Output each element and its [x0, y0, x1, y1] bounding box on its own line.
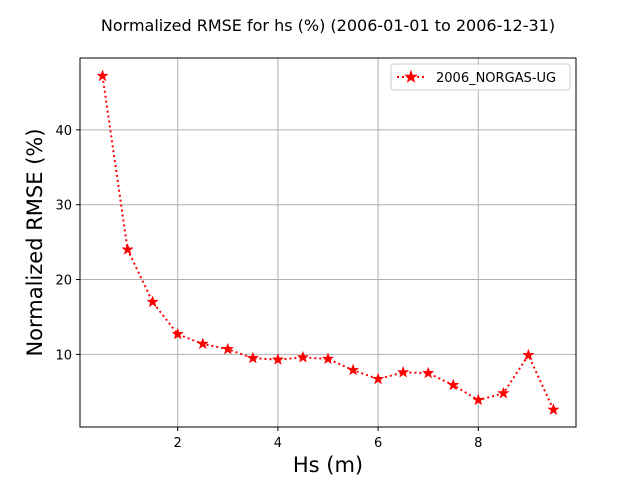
- data-point-star: [196, 337, 209, 350]
- legend: 2006_NORGAS-UG: [390, 63, 571, 91]
- legend-star-marker: [404, 69, 418, 83]
- grid: [80, 58, 576, 427]
- y-axis: 10 20 30 40: [55, 124, 80, 363]
- series-layer: [96, 69, 560, 416]
- data-point-star: [221, 342, 235, 355]
- data-point-star: [421, 366, 435, 379]
- x-tick-label: 8: [474, 436, 482, 451]
- y-tick-label: 20: [55, 274, 72, 289]
- data-point-star: [497, 386, 510, 399]
- data-point-star: [321, 352, 335, 365]
- data-point-star: [522, 348, 535, 361]
- legend-box: [390, 63, 571, 91]
- data-point-star: [472, 393, 485, 406]
- x-axis-label: Hs (m): [293, 453, 363, 477]
- data-point-star: [271, 353, 285, 365]
- y-axis-label: Normalized RMSE (%): [23, 128, 47, 356]
- y-tick-label: 40: [55, 124, 72, 139]
- chart-title: Normalized RMSE for hs (%) (2006-01-01 t…: [101, 16, 555, 35]
- y-tick-label: 10: [55, 348, 72, 363]
- data-point-star: [447, 378, 460, 391]
- x-tick-label: 4: [274, 436, 282, 451]
- x-tick-label: 6: [374, 436, 382, 451]
- data-point-star: [171, 327, 184, 340]
- data-point-star: [246, 351, 260, 364]
- x-tick-label: 2: [174, 436, 182, 451]
- data-point-star: [371, 372, 385, 385]
- data-point-star: [547, 403, 560, 416]
- data-point-star: [146, 295, 159, 308]
- data-point-star: [121, 243, 134, 255]
- y-tick-label: 30: [55, 199, 72, 214]
- plot-area: [79, 57, 577, 428]
- data-point-star: [346, 363, 360, 376]
- x-axis: 2 4 6 8: [174, 427, 482, 451]
- data-point-star: [96, 69, 109, 82]
- data-point-star: [396, 365, 410, 378]
- legend-label: 2006_NORGAS-UG: [436, 71, 556, 86]
- data-point-star: [296, 350, 310, 363]
